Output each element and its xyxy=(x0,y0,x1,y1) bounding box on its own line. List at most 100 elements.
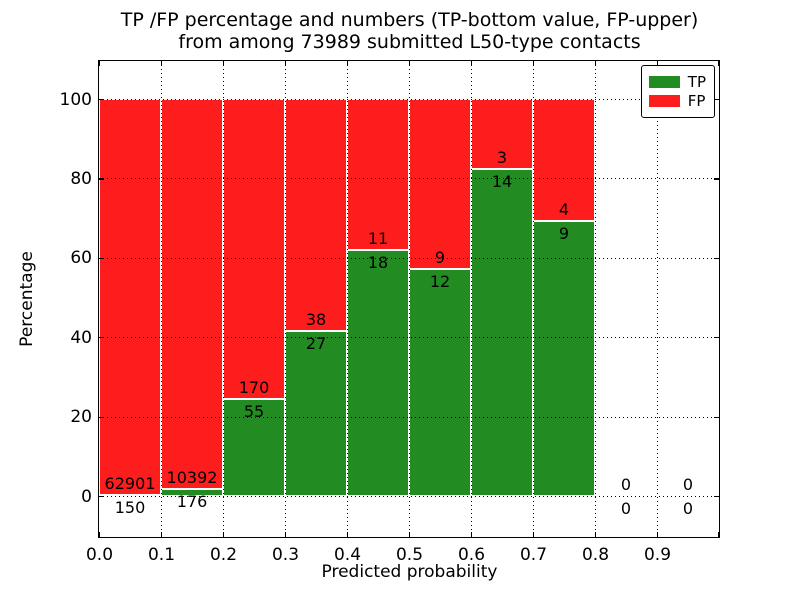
fp-count-label: 38 xyxy=(305,310,327,330)
y-tick-label: 40 xyxy=(70,327,92,348)
fp-count-label: 62901 xyxy=(104,474,156,494)
y-tick-mark xyxy=(99,257,104,259)
fp-bar-segment xyxy=(533,99,595,222)
x-tick-label: 0.7 xyxy=(519,545,548,565)
fp-bar-segment xyxy=(347,99,409,250)
x-tick-mark xyxy=(533,532,535,537)
gridline-horizontal xyxy=(99,337,719,339)
x-tick-mark xyxy=(595,61,597,66)
fp-bar-segment xyxy=(223,99,285,399)
tp-count-label: 0 xyxy=(620,499,632,518)
x-tick-label: 0.9 xyxy=(643,545,672,565)
fp-bar-segment xyxy=(99,99,161,496)
fp-bar-segment xyxy=(471,99,533,170)
x-tick-label: 0.3 xyxy=(271,545,300,565)
y-tick-mark xyxy=(99,496,104,498)
x-tick-mark xyxy=(657,532,659,537)
x-tick-mark xyxy=(657,61,659,66)
gridline-horizontal xyxy=(99,496,719,497)
x-tick-label: 0.4 xyxy=(333,545,362,565)
x-tick-label: 0.8 xyxy=(581,545,610,565)
x-tick-label: 0.2 xyxy=(209,545,238,565)
x-tick-mark xyxy=(285,61,287,66)
tp-legend-swatch xyxy=(648,76,680,88)
y-tick-label: 80 xyxy=(70,168,92,189)
gridline-vertical xyxy=(657,61,658,537)
tp-count-label: 14 xyxy=(491,172,513,192)
gridline-vertical xyxy=(161,61,162,537)
legend-item-fp: FP xyxy=(648,92,706,110)
gridline-horizontal xyxy=(99,99,719,100)
x-tick-mark xyxy=(161,61,163,66)
fp-count-label: 9 xyxy=(434,248,446,268)
chart-title: TP /FP percentage and numbers (TP-bottom… xyxy=(98,9,721,53)
tp-bar-segment xyxy=(471,169,533,496)
gridline-horizontal xyxy=(99,416,719,418)
x-tick-mark xyxy=(717,61,719,66)
tp-count-label: 150 xyxy=(114,498,146,518)
x-tick-mark xyxy=(409,532,411,537)
legend-item-tp: TP xyxy=(648,73,706,91)
y-tick-mark xyxy=(714,496,719,498)
y-tick-mark xyxy=(714,99,719,101)
fp-count-label: 4 xyxy=(558,200,570,220)
y-tick-mark xyxy=(99,99,104,101)
fp-legend-swatch xyxy=(648,95,680,107)
x-tick-mark xyxy=(347,61,349,66)
y-tick-mark xyxy=(714,416,719,418)
y-tick-mark xyxy=(714,337,719,339)
fp-bar-segment xyxy=(409,99,471,270)
y-tick-label: 0 xyxy=(81,486,92,507)
gridline-vertical xyxy=(285,61,286,537)
tp-count-label: 27 xyxy=(305,334,327,354)
tp-bar-segment xyxy=(223,398,285,496)
x-tick-mark xyxy=(99,61,101,66)
x-tick-mark xyxy=(223,61,225,66)
y-tick-mark xyxy=(99,178,104,180)
x-tick-mark xyxy=(347,532,349,537)
x-tick-mark xyxy=(285,532,287,537)
fp-bar-segment xyxy=(161,99,223,490)
gridline-horizontal xyxy=(99,178,719,180)
x-tick-label: 0.0 xyxy=(85,545,114,565)
tp-bar-segment xyxy=(285,331,347,496)
chart-title-line1: TP /FP percentage and numbers (TP-bottom… xyxy=(120,9,699,31)
tp-legend-label: TP xyxy=(687,73,706,91)
x-tick-mark xyxy=(595,532,597,537)
x-axis-label: Predicted probability xyxy=(321,562,498,582)
plot-area: TP FP 62901 150 10392 176 170 55 38 27 11 18 9 12 3 1… xyxy=(98,60,720,538)
tp-bar-segment xyxy=(533,221,595,496)
chart-title-line2: from among 73989 submitted L50-type cont… xyxy=(178,31,641,53)
fp-count-label: 0 xyxy=(620,475,632,494)
y-tick-label: 60 xyxy=(70,248,92,269)
fp-count-label: 0 xyxy=(682,475,694,494)
y-tick-mark xyxy=(99,416,104,418)
gridline-vertical xyxy=(409,61,410,537)
tp-count-label: 9 xyxy=(558,224,570,244)
fp-legend-label: FP xyxy=(687,92,706,110)
fp-bar-segment xyxy=(285,99,347,332)
fp-count-label: 11 xyxy=(367,228,389,248)
x-tick-label: 0.1 xyxy=(147,545,176,565)
fp-count-label: 170 xyxy=(238,377,270,397)
fp-count-label: 10392 xyxy=(166,468,218,488)
gridline-vertical xyxy=(471,61,472,537)
gridline-vertical xyxy=(533,61,534,537)
x-tick-mark xyxy=(471,61,473,66)
gridline-vertical xyxy=(223,61,224,537)
y-tick-label: 100 xyxy=(59,89,92,110)
y-tick-mark xyxy=(99,337,104,339)
y-tick-mark xyxy=(714,178,719,180)
x-tick-mark xyxy=(223,532,225,537)
x-tick-label: 0.5 xyxy=(395,545,424,565)
x-tick-mark xyxy=(533,61,535,66)
tp-count-label: 18 xyxy=(367,252,389,272)
tp-count-label: 0 xyxy=(682,499,694,518)
fp-count-label: 3 xyxy=(496,148,508,168)
y-tick-label: 20 xyxy=(70,407,92,428)
gridline-vertical xyxy=(595,61,596,537)
tp-count-label: 176 xyxy=(176,492,208,512)
x-tick-mark xyxy=(471,532,473,537)
x-tick-mark xyxy=(409,61,411,66)
